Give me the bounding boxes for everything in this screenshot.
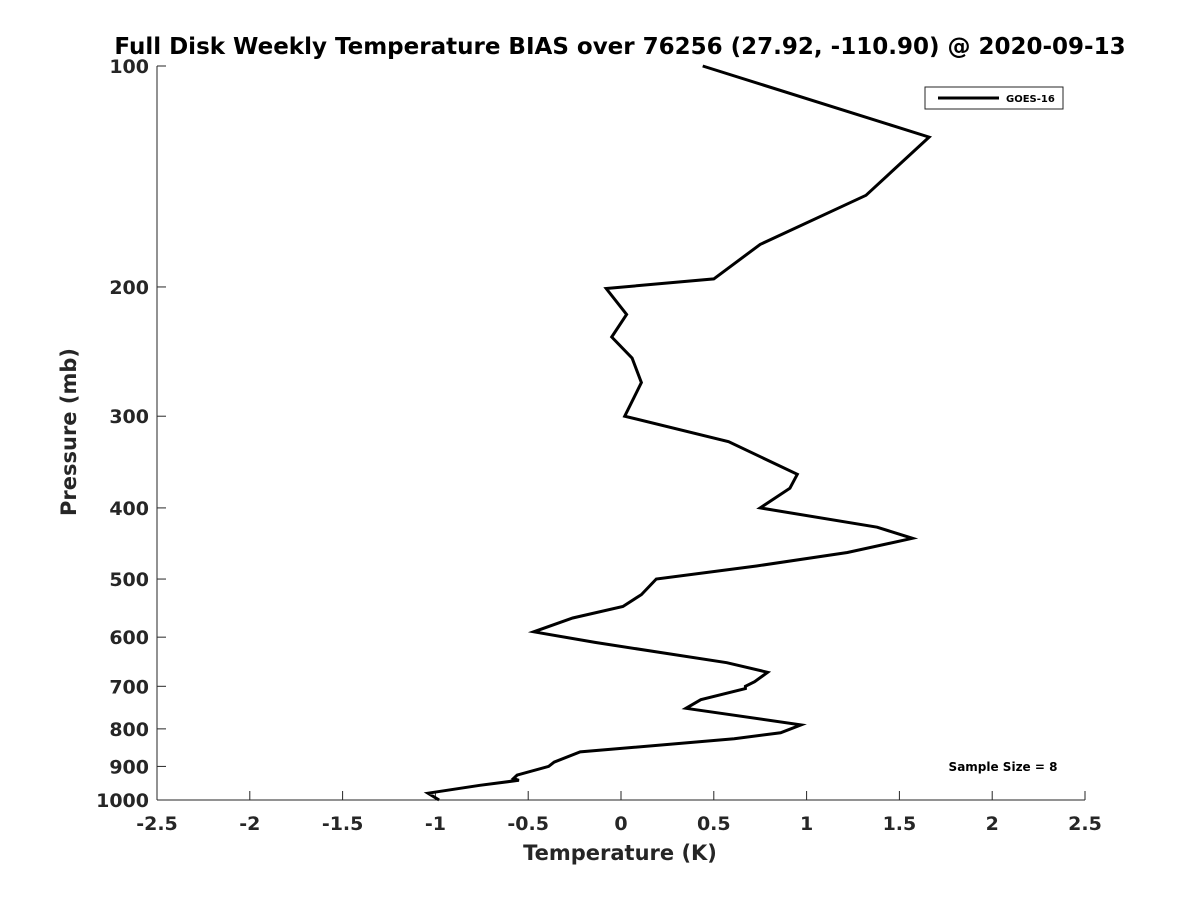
x-tick-label: 2	[986, 813, 999, 835]
sample-size-annotation: Sample Size = 8	[949, 760, 1058, 774]
x-tick-label: -2.5	[136, 813, 178, 835]
y-tick-label: 500	[109, 569, 149, 591]
y-tick-label: 400	[109, 498, 149, 520]
y-axis-label: Pressure (mb)	[57, 348, 81, 516]
x-axis-ticks: -2.5 -2 -1.5 -1 -0.5 0 0.5 1 1.5 2 2.5	[136, 791, 1102, 835]
x-tick-label: 1	[800, 813, 813, 835]
series-line-goes-16	[423, 64, 933, 802]
legend-label: GOES-16	[1006, 94, 1055, 105]
y-tick-label: 300	[109, 406, 149, 428]
legend: GOES-16	[924, 86, 1064, 110]
y-tick-label: 100	[109, 56, 149, 78]
y-tick-label: 900	[109, 756, 149, 778]
x-tick-label: 0	[614, 813, 627, 835]
x-tick-label: -1	[425, 813, 446, 835]
y-tick-label: 600	[109, 627, 149, 649]
x-tick-label: 2.5	[1068, 813, 1102, 835]
x-tick-label: 1.5	[883, 813, 917, 835]
y-tick-label: 1000	[96, 790, 149, 812]
chart-title: Full Disk Weekly Temperature BIAS over 7…	[114, 34, 1125, 60]
y-tick-label: 800	[109, 719, 149, 741]
x-tick-label: 0.5	[697, 813, 731, 835]
x-axis-label: Temperature (K)	[523, 841, 717, 865]
x-tick-label: -0.5	[507, 813, 549, 835]
x-tick-label: -1.5	[322, 813, 364, 835]
x-tick-label: -2	[239, 813, 260, 835]
y-tick-label: 200	[109, 277, 149, 299]
y-tick-label: 700	[109, 676, 149, 698]
y-axis-ticks: 100 200 300 400 500 600 700 800 900 1000	[96, 56, 166, 812]
